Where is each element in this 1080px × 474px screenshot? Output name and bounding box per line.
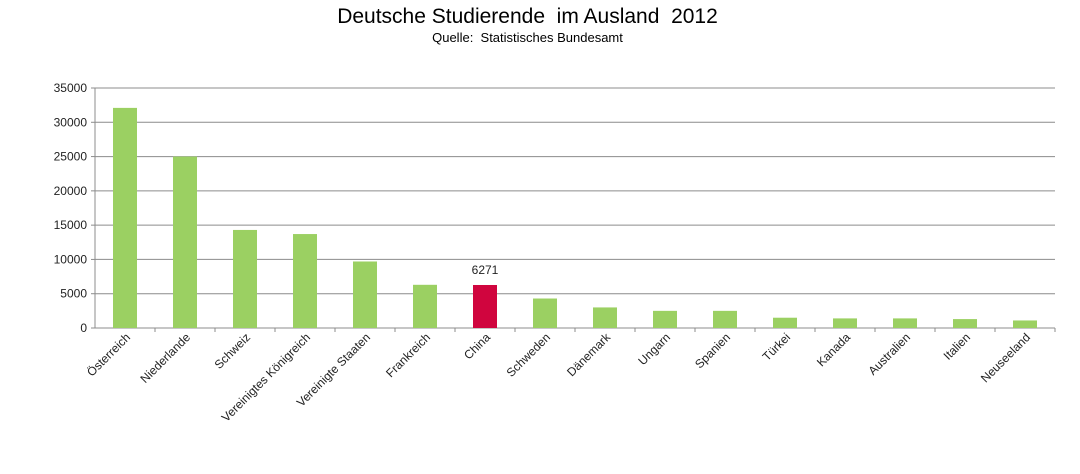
- y-tick-label: 30000: [54, 115, 88, 129]
- x-tick-label: Italien: [941, 330, 974, 363]
- bar: [473, 284, 497, 328]
- bar: [533, 298, 557, 328]
- bar: [413, 284, 437, 328]
- x-tick-label: Schweden: [504, 330, 554, 380]
- bar: [113, 107, 137, 328]
- y-tick-label: 35000: [54, 81, 88, 95]
- bar: [653, 310, 677, 328]
- x-tick-label: Neuseeland: [978, 330, 1033, 385]
- bar: [293, 234, 317, 328]
- x-tick-label: Türkei: [760, 330, 793, 363]
- y-tick-label: 5000: [60, 287, 87, 301]
- bar: [953, 319, 977, 328]
- x-tick-label: Kanada: [814, 330, 853, 369]
- bar: [353, 261, 377, 328]
- x-tick-label: Österreich: [84, 330, 133, 379]
- bar: [773, 317, 797, 328]
- y-tick-label: 10000: [54, 252, 88, 266]
- chart-title: Deutsche Studierende im Ausland 2012: [337, 5, 718, 28]
- bar: [1013, 320, 1037, 328]
- x-tick-label: Niederlande: [137, 330, 193, 386]
- x-tick-label: Ungarn: [635, 330, 673, 368]
- x-tick-label: Australien: [865, 330, 913, 378]
- y-tick-label: 25000: [54, 150, 88, 164]
- bar: [713, 310, 737, 328]
- bar: [833, 318, 857, 328]
- chart-subtitle: Quelle: Statistisches Bundesamt: [432, 30, 623, 45]
- y-tick-label: 20000: [54, 184, 88, 198]
- x-tick-label: China: [461, 330, 493, 362]
- x-tick-label: Dänemark: [564, 330, 614, 380]
- x-tick-label: Schweiz: [212, 330, 253, 371]
- y-tick-label: 15000: [54, 218, 88, 232]
- bar: [173, 156, 197, 328]
- x-tick-label: Spanien: [692, 330, 733, 371]
- y-tick-label: 0: [80, 321, 87, 335]
- bar: [593, 307, 617, 328]
- x-tick-label: Frankreich: [383, 330, 433, 380]
- bar: [233, 229, 257, 328]
- bar: [893, 318, 917, 328]
- data-label: 6271: [472, 263, 499, 277]
